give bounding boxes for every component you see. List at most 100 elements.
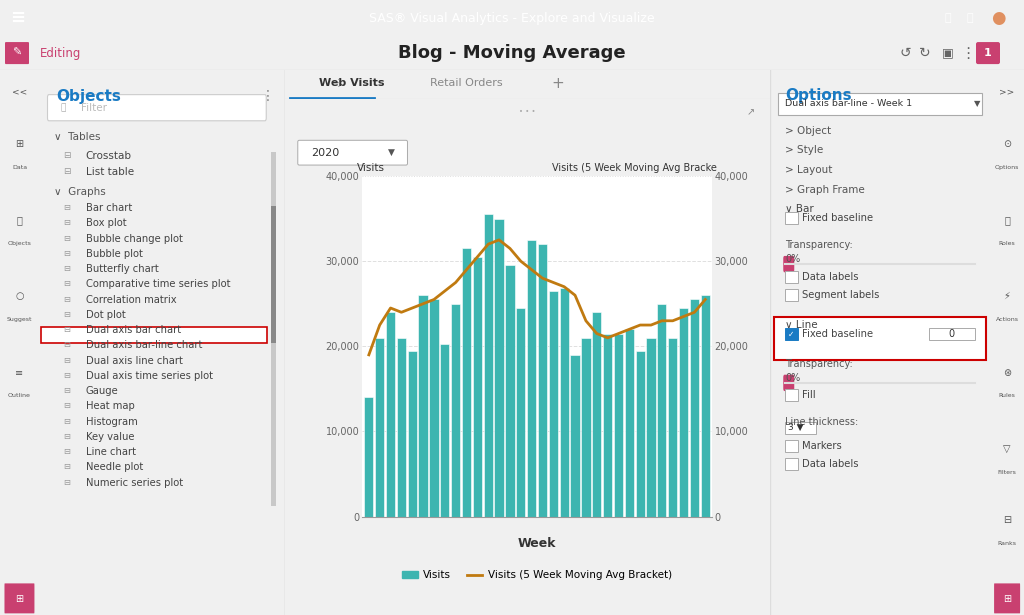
- Text: ⊟: ⊟: [63, 295, 71, 304]
- Text: Bar chart: Bar chart: [86, 203, 132, 213]
- Text: Correlation matrix: Correlation matrix: [86, 295, 176, 304]
- Text: ⊟: ⊟: [63, 416, 71, 426]
- Bar: [271, 207, 275, 343]
- Text: Data: Data: [12, 165, 27, 170]
- Text: Dual axis line chart: Dual axis line chart: [86, 355, 182, 366]
- Text: Dual axis time series plot: Dual axis time series plot: [86, 371, 213, 381]
- Bar: [570, 355, 580, 517]
- FancyBboxPatch shape: [298, 140, 408, 165]
- Text: Line chart: Line chart: [86, 447, 135, 457]
- Text: 📊: 📊: [16, 215, 23, 225]
- Text: Gauge: Gauge: [86, 386, 119, 396]
- Text: 2020: 2020: [311, 148, 340, 157]
- Text: Heat map: Heat map: [86, 402, 134, 411]
- Text: Web Visits: Web Visits: [318, 78, 384, 88]
- Text: 0%: 0%: [785, 254, 801, 264]
- Bar: [613, 333, 623, 517]
- Text: 🔍: 🔍: [945, 13, 951, 23]
- Text: 0: 0: [948, 330, 954, 339]
- Text: ⊟: ⊟: [1004, 515, 1011, 525]
- Text: > Layout: > Layout: [785, 165, 833, 175]
- Text: Suggest: Suggest: [7, 317, 32, 322]
- Bar: [785, 212, 798, 224]
- Text: Needle plot: Needle plot: [86, 462, 143, 472]
- Bar: [429, 300, 438, 517]
- Text: 0%: 0%: [785, 373, 801, 383]
- Text: ∨ Bar: ∨ Bar: [785, 204, 814, 214]
- Text: ⊞: ⊞: [15, 593, 24, 604]
- Bar: [516, 308, 525, 517]
- Text: Options: Options: [995, 165, 1019, 170]
- Text: ∨ Line: ∨ Line: [785, 320, 818, 330]
- Text: Line thickness:: Line thickness:: [785, 417, 859, 427]
- Text: ↻: ↻: [920, 46, 931, 60]
- Text: ▣: ▣: [942, 47, 954, 60]
- Text: 3 ▼: 3 ▼: [787, 423, 803, 432]
- Text: Week: Week: [518, 538, 556, 550]
- Text: ●: ●: [991, 9, 1006, 27]
- Text: ⊞: ⊞: [15, 138, 24, 149]
- Text: ∨  Tables: ∨ Tables: [53, 132, 100, 142]
- Bar: [375, 338, 384, 517]
- Text: Transparency:: Transparency:: [785, 240, 853, 250]
- Bar: [929, 328, 975, 340]
- Text: Fill: Fill: [802, 391, 815, 400]
- Bar: [451, 304, 460, 517]
- Text: ⊟: ⊟: [63, 167, 71, 176]
- Bar: [538, 244, 547, 517]
- Bar: [419, 295, 428, 517]
- Text: ↗: ↗: [746, 107, 755, 117]
- Bar: [785, 328, 798, 340]
- Text: Dual axis bar-line chart: Dual axis bar-line chart: [86, 340, 202, 351]
- Bar: [646, 338, 655, 517]
- Bar: [785, 389, 798, 402]
- Bar: [785, 440, 798, 451]
- Bar: [41, 327, 267, 343]
- Text: Markers: Markers: [802, 440, 842, 451]
- Bar: [462, 248, 471, 517]
- Text: ⊟: ⊟: [63, 355, 71, 365]
- Text: Butterfly chart: Butterfly chart: [86, 264, 159, 274]
- Bar: [625, 329, 634, 517]
- Bar: [527, 240, 537, 517]
- Text: ⊞: ⊞: [1004, 593, 1011, 604]
- Bar: [549, 291, 558, 517]
- Text: Filter: Filter: [81, 103, 106, 113]
- Text: Transparency:: Transparency:: [785, 359, 853, 369]
- Bar: [603, 333, 612, 517]
- Text: Data labels: Data labels: [802, 272, 858, 282]
- Text: > Graph Frame: > Graph Frame: [785, 184, 865, 194]
- Text: 🔔: 🔔: [967, 13, 974, 23]
- Text: Segment labels: Segment labels: [802, 290, 880, 300]
- Bar: [582, 338, 591, 517]
- Text: Objects: Objects: [7, 241, 32, 246]
- Text: ○: ○: [15, 292, 24, 301]
- Text: Outline: Outline: [8, 394, 31, 399]
- Text: Dual axis bar-line - Week 1: Dual axis bar-line - Week 1: [785, 100, 912, 108]
- Bar: [408, 351, 417, 517]
- Text: ▼: ▼: [388, 148, 395, 157]
- Bar: [679, 308, 688, 517]
- Bar: [785, 421, 816, 434]
- Text: ⋮: ⋮: [961, 46, 976, 61]
- Text: Blog - Moving Average: Blog - Moving Average: [398, 44, 626, 62]
- Text: ⊟: ⊟: [63, 478, 71, 486]
- FancyBboxPatch shape: [778, 93, 982, 115]
- Text: ⊛: ⊛: [1004, 368, 1011, 378]
- Bar: [700, 295, 710, 517]
- Text: ⊟: ⊟: [63, 371, 71, 380]
- Text: +: +: [552, 76, 564, 90]
- Text: Numeric series plot: Numeric series plot: [86, 478, 182, 488]
- Legend: Visits, Visits (5 Week Moving Avg Bracket): Visits, Visits (5 Week Moving Avg Bracke…: [398, 566, 676, 584]
- Text: ⊟: ⊟: [63, 340, 71, 349]
- Text: ≡: ≡: [10, 9, 26, 27]
- Text: 👤: 👤: [1005, 215, 1010, 225]
- Bar: [785, 288, 798, 301]
- Text: Ranks: Ranks: [997, 541, 1017, 546]
- Text: Fixed baseline: Fixed baseline: [802, 213, 873, 223]
- Text: ▼: ▼: [974, 100, 980, 108]
- FancyBboxPatch shape: [994, 584, 1020, 613]
- Text: ▽: ▽: [1004, 444, 1011, 454]
- Text: Visits: Visits: [357, 163, 385, 173]
- Bar: [396, 338, 406, 517]
